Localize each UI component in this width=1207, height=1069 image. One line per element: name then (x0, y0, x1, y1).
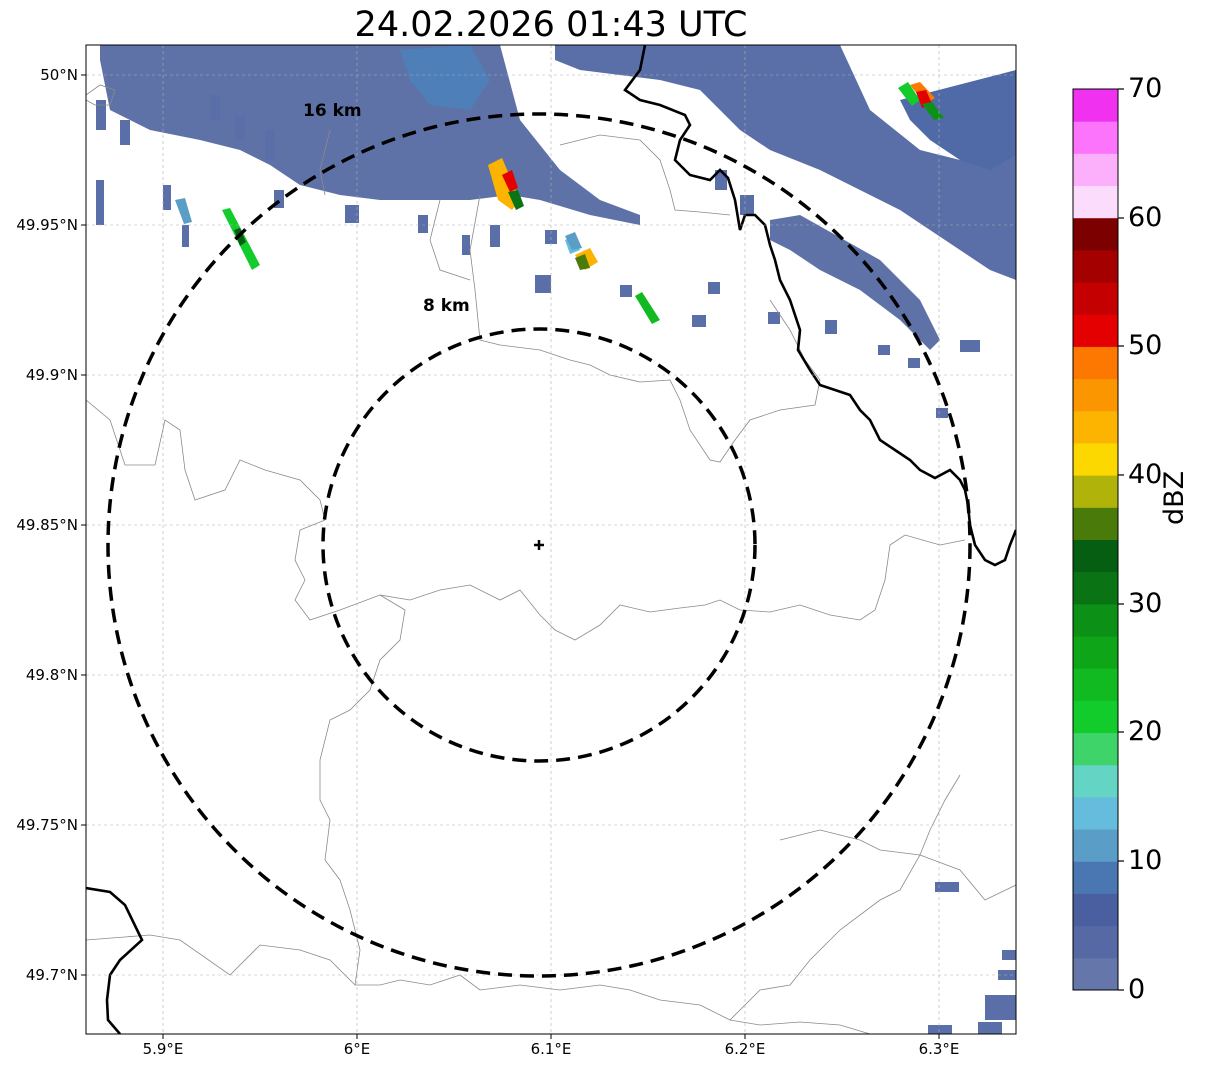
lon-tick-label: 6.1°E (530, 1040, 572, 1058)
lat-tick-label: 49.85°N (16, 516, 78, 534)
colorbar-segment (1073, 507, 1118, 540)
lat-tick-label: 49.7°N (25, 966, 78, 984)
colorbar-segment (1073, 732, 1118, 766)
colorbar-segment (1073, 378, 1118, 412)
lon-tick-label: 5.9°E (142, 1040, 184, 1058)
colorbar-segment (1073, 153, 1118, 187)
colorbar-segment (1073, 636, 1118, 669)
range-ring-8km (321, 327, 757, 763)
colorbar-tick-label: 70 (1128, 73, 1163, 104)
colorbar-segment (1073, 668, 1118, 701)
colorbar-segment (1073, 764, 1118, 798)
ring-label-8km: 8 km (423, 296, 470, 316)
colorbar-segment (1073, 571, 1118, 605)
lat-tick-label: 49.95°N (16, 216, 78, 234)
lat-tick-label: 49.8°N (25, 666, 78, 684)
ring-label-16km: 16 km (303, 101, 362, 121)
colorbar (1073, 89, 1118, 991)
lat-tick-label: 49.9°N (25, 366, 78, 384)
colorbar-segment (1073, 861, 1118, 894)
lon-tick-label: 6.2°E (724, 1040, 766, 1058)
colorbar-segment (1073, 603, 1118, 637)
lon-tick-label: 6.3°E (918, 1040, 960, 1058)
colorbar-segment (1073, 893, 1118, 927)
colorbar-segment (1073, 700, 1118, 734)
colorbar-segment (1073, 925, 1118, 959)
colorbar-tick-label: 0 (1128, 974, 1146, 1005)
colorbar-segment (1073, 442, 1118, 476)
colorbar-segment (1073, 121, 1118, 154)
colorbar-segment (1073, 249, 1118, 283)
lat-tick-label: 50°N (40, 66, 78, 84)
colorbar-label: dBZ (1159, 470, 1190, 525)
reflectivity-echoes (96, 45, 1016, 1034)
map-title: 24.02.2026 01:43 UTC (354, 5, 748, 45)
colorbar-tick-label: 50 (1128, 330, 1163, 361)
lat-tick-label: 49.75°N (16, 816, 78, 834)
axis-ticks (81, 74, 940, 1039)
colorbar-segment (1073, 217, 1118, 251)
radar-site-marker (534, 540, 544, 550)
colorbar-segment (1073, 314, 1118, 347)
colorbar-tick-label: 20 (1128, 716, 1163, 747)
colorbar-tick-label: 30 (1128, 588, 1163, 619)
colorbar-tick-label: 60 (1128, 202, 1163, 233)
lon-tick-label: 6°E (343, 1040, 371, 1058)
colorbar-ticks (1118, 88, 1124, 991)
colorbar-segment (1073, 957, 1118, 991)
admin-boundaries (86, 84, 1016, 1034)
colorbar-segment (1073, 796, 1118, 830)
colorbar-segment (1073, 89, 1118, 122)
storm-cells (175, 82, 944, 324)
colorbar-segment (1073, 829, 1118, 862)
colorbar-tick-label: 40 (1128, 459, 1163, 490)
colorbar-segment (1073, 282, 1118, 315)
country-borders (86, 45, 1016, 1034)
range-ring-16km (106, 112, 972, 978)
colorbar-segment (1073, 410, 1118, 444)
colorbar-tick-label: 10 (1128, 845, 1163, 876)
colorbar-border (1072, 88, 1119, 991)
colorbar-segment (1073, 346, 1118, 380)
colorbar-segment (1073, 475, 1118, 508)
colorbar-segment (1073, 185, 1118, 219)
colorbar-segment (1073, 539, 1118, 573)
